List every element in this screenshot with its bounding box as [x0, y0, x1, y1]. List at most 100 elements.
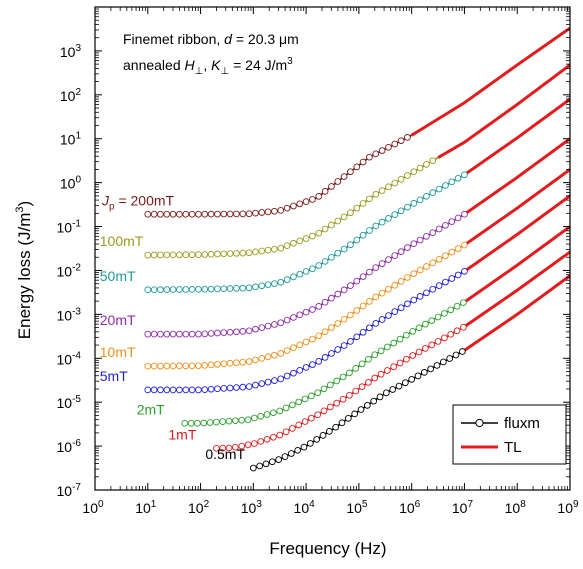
measured-curve-0 [147, 134, 413, 216]
measurement-point [325, 428, 333, 435]
measurement-point [366, 298, 373, 305]
measurement-point [442, 278, 449, 286]
measurement-point [176, 210, 183, 218]
measurement-point [461, 210, 468, 218]
measurement-point [340, 315, 348, 323]
measurement-point [252, 209, 259, 217]
x-axis-label: Frequency (Hz) [269, 539, 386, 558]
measurement-point [226, 210, 234, 218]
legend-box [452, 404, 567, 465]
measurement-point [263, 411, 271, 418]
measurement-point [157, 210, 164, 218]
measurement-point [332, 423, 340, 431]
measurement-point [396, 359, 404, 367]
measurement-point [252, 248, 259, 256]
measurement-point [423, 161, 430, 168]
measurement-point [428, 341, 436, 349]
measurement-point [346, 391, 353, 399]
measurement-point [448, 178, 456, 186]
measurement-point [448, 248, 456, 256]
measurement-point [397, 207, 405, 215]
measurement-point [277, 207, 285, 214]
measurement-point [195, 210, 202, 218]
measured-curve-4 [147, 244, 465, 368]
measurement-point [328, 221, 335, 229]
measurement-point [359, 158, 367, 166]
tl-curve-0 [410, 26, 571, 137]
measurement-point [181, 419, 189, 427]
measurement-point [385, 312, 392, 319]
measurement-point [352, 387, 360, 395]
measurement-point [257, 438, 265, 445]
measurement-point [262, 460, 270, 468]
measurement-point [283, 242, 291, 250]
measurement-point [363, 401, 371, 409]
measurement-point [452, 351, 460, 359]
measurement-point [334, 320, 342, 327]
measurement-point [182, 330, 190, 338]
measurement-point [144, 386, 152, 394]
measurement-point [245, 284, 253, 292]
y-tick-label: 10-3 [57, 306, 82, 323]
measurement-point [416, 293, 424, 300]
measurement-point [448, 218, 456, 225]
measurement-point [219, 418, 227, 425]
measurement-point [372, 190, 380, 198]
measurement-point [391, 140, 399, 148]
measurement-point [290, 344, 297, 352]
measurement-point [366, 153, 373, 161]
measurement-point [353, 163, 361, 171]
measurement-point [188, 386, 196, 394]
legend-tl-label: TL [504, 439, 522, 456]
measurement-point [410, 168, 418, 176]
measurement-point [339, 395, 347, 403]
measurement-point [258, 247, 266, 255]
x-tick-label: 108 [505, 499, 527, 516]
y-tick-label: 101 [60, 131, 82, 148]
measurement-point [382, 389, 390, 397]
measurement-point [169, 330, 177, 338]
measurement-point [439, 358, 447, 366]
measurement-point [414, 372, 422, 380]
measurement-point [391, 179, 399, 187]
measurement-point [252, 325, 259, 333]
measurement-point [251, 440, 258, 447]
measurement-point [338, 419, 346, 427]
tl-curve-2 [463, 97, 571, 176]
measurement-point [169, 386, 177, 394]
measurement-point [214, 329, 221, 337]
measurement-point [372, 150, 380, 158]
measurement-point [353, 307, 361, 314]
measurement-point [163, 286, 171, 293]
measurement-point [195, 330, 202, 338]
measurement-point [251, 414, 258, 422]
measurement-point [296, 311, 304, 319]
measurement-point [315, 358, 323, 365]
tl-curve-7 [463, 250, 571, 328]
series-label-6: 2mT [137, 401, 165, 417]
measurement-point [287, 450, 295, 457]
measurement-point [327, 403, 334, 411]
measurement-point [377, 370, 385, 378]
measurement-point [423, 192, 430, 200]
measurement-point [226, 328, 234, 336]
measurement-point [460, 323, 467, 331]
y-tick-label: 10-4 [57, 350, 82, 367]
measurement-point [182, 251, 190, 259]
measurement-point [395, 382, 403, 390]
measurement-point [328, 350, 335, 357]
measurement-point [302, 364, 310, 371]
annotation-line-2: annealed H⊥, K⊥ = 24 J/m3 [123, 56, 293, 77]
tl-curve-3 [463, 137, 571, 216]
measurement-point [213, 418, 220, 426]
measurement-point [144, 362, 152, 370]
measurement-point [458, 348, 466, 355]
axis-ticks [94, 6, 571, 491]
measurement-point [397, 278, 405, 285]
measurement-point [296, 237, 304, 245]
measurement-point [302, 198, 310, 205]
x-tick-label: 106 [399, 499, 421, 516]
measurement-point [391, 211, 399, 218]
y-tick-label: 100 [60, 175, 82, 192]
measurement-point [435, 225, 443, 233]
